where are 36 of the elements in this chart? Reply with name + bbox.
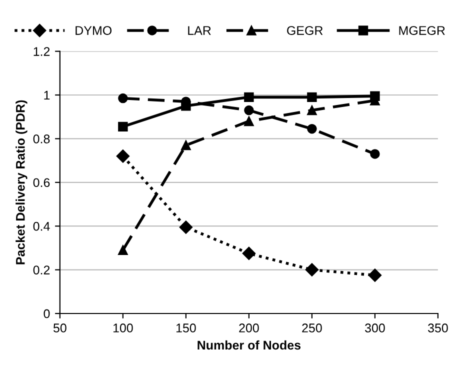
- x-axis-title: Number of Nodes: [198, 340, 301, 350]
- x-tick-label: 300: [364, 324, 385, 332]
- y-tick-label: 0.2: [33, 266, 50, 274]
- x-tick-label: 200: [239, 324, 259, 332]
- legend-label: DYMO: [76, 26, 112, 35]
- point: [307, 105, 317, 116]
- point: [118, 245, 128, 255]
- point: [370, 149, 380, 159]
- point: [242, 246, 256, 260]
- point: [116, 150, 130, 163]
- x-tick-label: 50: [53, 324, 66, 332]
- point: [305, 263, 319, 276]
- y-tick-label: 0.8: [33, 134, 50, 144]
- x-tick-label: 250: [302, 324, 322, 332]
- x-tick-label: 100: [113, 324, 133, 332]
- point: [118, 122, 128, 132]
- y-tick-label: 0.6: [33, 178, 50, 188]
- x-tick-label: 350: [428, 324, 448, 332]
- legend-label: MGEGR: [399, 26, 445, 35]
- y-tick-label: 1.2: [34, 47, 50, 56]
- y-axis-title: Packet Delivery Ratio (PDR): [16, 100, 28, 264]
- x-tick-label: 150: [176, 324, 196, 332]
- point: [244, 92, 254, 102]
- y-tick-label: 1: [44, 90, 50, 100]
- legend-label: GEGR: [287, 26, 323, 35]
- point: [307, 124, 317, 134]
- legend-label: LAR: [188, 26, 211, 35]
- point: [179, 220, 193, 234]
- point: [118, 93, 128, 104]
- y-tick-label: 0.4: [33, 222, 50, 231]
- y-tick-label: 0: [44, 309, 50, 318]
- point: [368, 268, 382, 282]
- point: [244, 116, 254, 126]
- point: [307, 92, 317, 102]
- point: [244, 105, 254, 116]
- point: [181, 140, 191, 150]
